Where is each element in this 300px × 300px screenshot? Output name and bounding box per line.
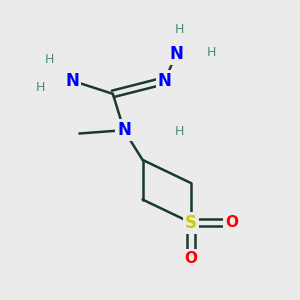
- Text: O: O: [225, 215, 238, 230]
- Text: H: H: [36, 81, 45, 94]
- Text: N: N: [65, 72, 79, 90]
- Text: N: N: [117, 121, 131, 139]
- Text: H: H: [45, 53, 54, 66]
- Text: O: O: [184, 251, 197, 266]
- Text: N: N: [169, 45, 183, 63]
- Text: H: H: [207, 46, 216, 59]
- Text: H: H: [175, 125, 184, 138]
- Text: N: N: [158, 72, 172, 90]
- Text: S: S: [185, 214, 197, 232]
- Text: H: H: [175, 23, 184, 36]
